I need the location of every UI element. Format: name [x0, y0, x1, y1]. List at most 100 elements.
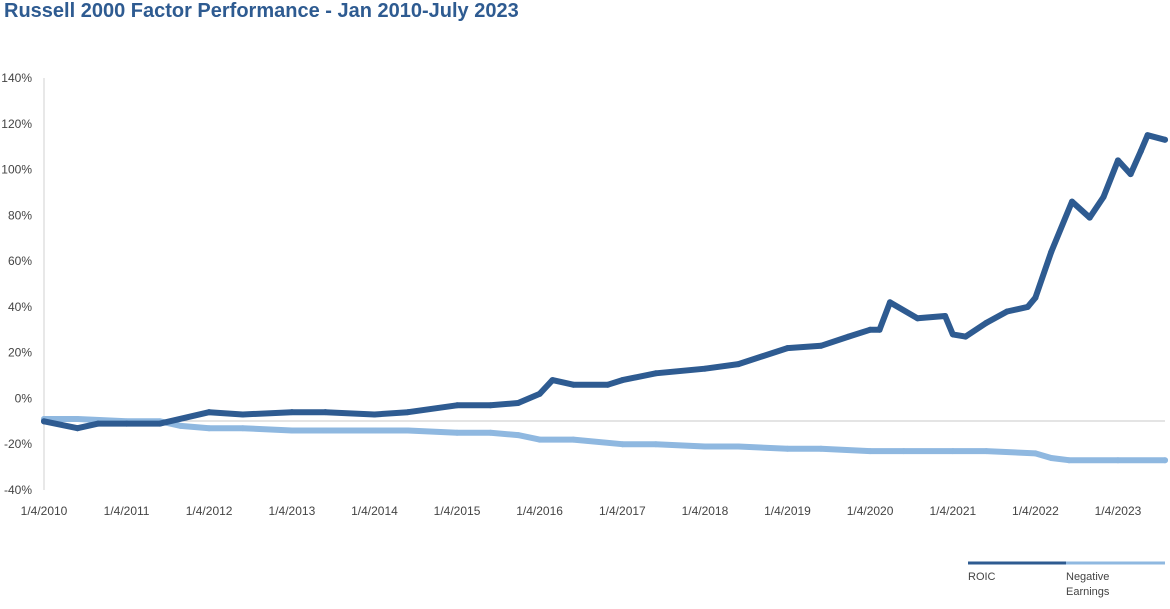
data-point [701, 365, 708, 372]
data-point [1144, 132, 1151, 139]
data-point [206, 409, 213, 416]
data-point [914, 315, 921, 322]
data-point [900, 448, 907, 455]
data-point [1004, 308, 1011, 315]
data-point [1114, 157, 1121, 164]
data-point [74, 416, 81, 423]
x-tick-label: 1/4/2019 [764, 504, 811, 518]
x-tick-label: 1/4/2021 [929, 504, 976, 518]
x-tick-label: 1/4/2023 [1095, 504, 1142, 518]
data-point [1127, 171, 1134, 178]
data-point [735, 443, 742, 450]
legend-item-negative-earnings: Negative Earnings [1066, 561, 1165, 598]
y-tick-label: 20% [8, 346, 32, 360]
data-point [487, 429, 494, 436]
y-tick-label: 80% [8, 208, 32, 222]
y-axis-ticks: -40% -20% 0% 20% 40% 60% 80% 100% 120% 140% [1, 71, 32, 497]
y-tick-label: 140% [1, 71, 32, 85]
data-point [817, 342, 824, 349]
x-tick-label: 1/4/2014 [351, 504, 398, 518]
data-point [570, 436, 577, 443]
data-point [515, 432, 522, 439]
series-line-roic [41, 132, 1168, 432]
data-point [288, 427, 295, 434]
data-point [983, 319, 990, 326]
data-point [515, 400, 522, 407]
data-point [652, 441, 659, 448]
data-point [239, 425, 246, 432]
x-tick-label: 1/4/2015 [434, 504, 481, 518]
data-point [1069, 198, 1076, 205]
data-point [1100, 194, 1107, 201]
data-point [41, 418, 47, 425]
data-point [867, 448, 874, 455]
data-point [619, 377, 626, 384]
data-point [1065, 457, 1072, 464]
data-point [701, 443, 708, 450]
data-point [570, 381, 577, 388]
y-tick-label: 100% [1, 163, 32, 177]
y-tick-label: 0% [15, 391, 33, 405]
data-point [1114, 457, 1121, 464]
chart-title: Russell 2000 Factor Performance - Jan 20… [4, 0, 519, 22]
data-point [454, 402, 461, 409]
data-point [983, 448, 990, 455]
series-layer [41, 132, 1168, 464]
data-point [487, 402, 494, 409]
data-point [549, 377, 556, 384]
y-tick-label: -20% [4, 437, 32, 451]
x-tick-label: 1/4/2012 [186, 504, 233, 518]
legend-label: Negative [1066, 571, 1109, 583]
x-tick-label: 1/4/2016 [516, 504, 563, 518]
data-point [867, 326, 874, 333]
data-point [876, 326, 883, 333]
y-tick-label: 120% [1, 117, 32, 131]
data-point [288, 409, 295, 416]
data-point [206, 425, 213, 432]
data-point [1048, 454, 1055, 461]
data-point [1024, 303, 1031, 310]
data-point [652, 370, 659, 377]
series-line-negative-earnings [41, 416, 1168, 464]
data-point [845, 333, 852, 340]
data-point [949, 331, 956, 338]
data-point [942, 313, 949, 320]
legend-item-roic: ROIC [968, 561, 1066, 583]
data-point [371, 411, 378, 418]
y-tick-label: 40% [8, 300, 32, 314]
data-point [322, 409, 329, 416]
data-point [784, 345, 791, 352]
data-point [604, 381, 611, 388]
data-point [735, 361, 742, 368]
data-point [536, 390, 543, 397]
x-tick-label: 1/4/2018 [682, 504, 729, 518]
data-point [157, 420, 164, 427]
x-tick-label: 1/4/2020 [847, 504, 894, 518]
data-point [1162, 136, 1168, 143]
data-point [95, 420, 102, 427]
x-axis-ticks: 1/4/2010 1/4/2011 1/4/2012 1/4/2013 1/4/2014… [21, 504, 1142, 518]
data-point [1086, 214, 1093, 221]
legend: ROIC Negative Earnings [968, 561, 1165, 598]
data-point [454, 429, 461, 436]
legend-label: ROIC [968, 571, 996, 583]
x-tick-label: 1/4/2017 [599, 504, 646, 518]
data-point [177, 422, 184, 429]
x-tick-label: 1/4/2010 [21, 504, 68, 518]
data-point [239, 411, 246, 418]
data-point [536, 436, 543, 443]
data-point [817, 445, 824, 452]
data-point [1032, 450, 1039, 457]
data-point [322, 427, 329, 434]
data-point [404, 427, 411, 434]
y-tick-label: -40% [4, 483, 32, 497]
x-tick-label: 1/4/2022 [1012, 504, 1059, 518]
legend-label: Earnings [1066, 586, 1110, 598]
data-point [886, 299, 893, 306]
data-point [74, 425, 81, 432]
data-point [123, 420, 130, 427]
x-tick-label: 1/4/2011 [104, 504, 150, 518]
data-point [784, 445, 791, 452]
data-point [1137, 148, 1144, 155]
